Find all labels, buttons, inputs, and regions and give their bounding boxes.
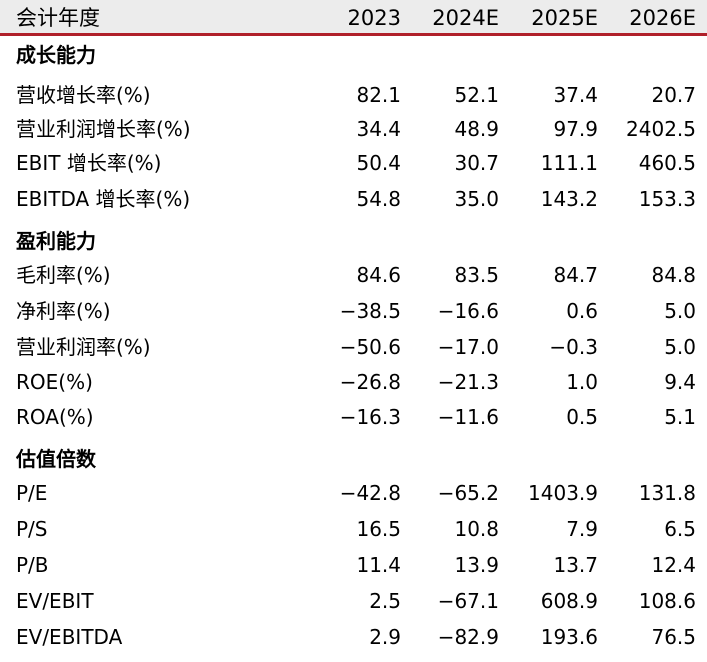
table-row: ROA(%) −16.3 −11.6 0.5 5.1 [0,399,707,435]
table-header: 会计年度 2023 2024E 2025E 2026E [0,0,707,36]
section-title-profitability: 盈利能力 [0,223,707,259]
row-label: ROA(%) [16,405,94,429]
row-value: 10.8 [454,517,499,541]
row-value: 5.0 [664,335,696,359]
table-row: P/B 11.4 13.9 13.7 12.4 [0,547,707,583]
row-label: 营业利润增长率(%) [16,117,191,141]
row-value: 5.1 [664,405,696,429]
table-row: EBITDA 增长率(%) 54.8 35.0 143.2 153.3 [0,181,707,217]
row-value: −16.3 [339,405,401,429]
table-row: EV/EBITDA 2.9 −82.9 193.6 76.5 [0,619,707,655]
row-value: 34.4 [356,117,401,141]
table-row: 营业利润率(%) −50.6 −17.0 −0.3 5.0 [0,329,707,365]
row-value: −42.8 [339,481,401,505]
row-value: −17.0 [437,335,499,359]
row-label: EBITDA 增长率(%) [16,187,191,211]
row-value: 460.5 [638,151,696,175]
row-value: 9.4 [664,370,696,394]
row-value: 16.5 [356,517,401,541]
table-row: P/E −42.8 −65.2 1403.9 131.8 [0,475,707,511]
row-value: 0.5 [566,405,598,429]
header-year-2024e: 2024E [432,6,499,30]
row-value: 84.6 [356,263,401,287]
row-value: 2.5 [369,589,401,613]
header-year-2023: 2023 [347,6,401,30]
table-row: P/S 16.5 10.8 7.9 6.5 [0,511,707,547]
row-value: 11.4 [356,553,401,577]
row-label: 营收增长率(%) [16,83,151,107]
row-label: 毛利率(%) [16,263,111,287]
section-title-growth: 成长能力 [0,37,707,73]
section-title-valuation: 估值倍数 [0,441,707,477]
row-value: 12.4 [651,553,696,577]
row-label: EBIT 增长率(%) [16,151,162,175]
row-value: 108.6 [638,589,696,613]
row-value: 143.2 [540,187,598,211]
row-value: −38.5 [339,299,401,323]
row-value: 0.6 [566,299,598,323]
row-value: −16.6 [437,299,499,323]
row-value: 7.9 [566,517,598,541]
row-value: 1403.9 [528,481,598,505]
row-value: 54.8 [356,187,401,211]
row-value: 50.4 [356,151,401,175]
row-value: 193.6 [540,625,598,649]
row-value: 111.1 [540,151,598,175]
section-title: 成长能力 [16,43,96,67]
row-value: 82.1 [356,83,401,107]
section-title: 估值倍数 [16,447,96,471]
table-row: 净利率(%) −38.5 −16.6 0.6 5.0 [0,293,707,329]
row-value: −26.8 [339,370,401,394]
row-value: −67.1 [437,589,499,613]
row-label: P/S [16,517,48,541]
table-row: ROE(%) −26.8 −21.3 1.0 9.4 [0,364,707,400]
section-title: 盈利能力 [16,229,96,253]
row-value: 76.5 [651,625,696,649]
row-value: −82.9 [437,625,499,649]
table-row: EV/EBIT 2.5 −67.1 608.9 108.6 [0,583,707,619]
row-value: 48.9 [454,117,499,141]
row-value: 1.0 [566,370,598,394]
row-label: ROE(%) [16,370,93,394]
header-year-2025e: 2025E [531,6,598,30]
row-value: −21.3 [437,370,499,394]
table-row: 毛利率(%) 84.6 83.5 84.7 84.8 [0,257,707,293]
row-label: EV/EBIT [16,589,94,613]
header-year-2026e: 2026E [629,6,696,30]
row-value: 13.9 [454,553,499,577]
row-value: 153.3 [638,187,696,211]
table-row: EBIT 增长率(%) 50.4 30.7 111.1 460.5 [0,145,707,181]
row-value: 84.8 [651,263,696,287]
row-label: EV/EBITDA [16,625,123,649]
row-value: 608.9 [540,589,598,613]
row-value: −0.3 [549,335,598,359]
row-value: 2.9 [369,625,401,649]
row-label: 营业利润率(%) [16,335,151,359]
row-value: 5.0 [664,299,696,323]
table-row: 营业利润增长率(%) 34.4 48.9 97.9 2402.5 [0,111,707,147]
row-value: −50.6 [339,335,401,359]
row-value: −65.2 [437,481,499,505]
row-label: P/E [16,481,48,505]
row-value: 13.7 [553,553,598,577]
row-value: 20.7 [651,83,696,107]
header-label: 会计年度 [16,6,100,30]
table-row: 营收增长率(%) 82.1 52.1 37.4 20.7 [0,77,707,113]
row-value: 84.7 [553,263,598,287]
row-value: −11.6 [437,405,499,429]
row-value: 30.7 [454,151,499,175]
row-value: 97.9 [553,117,598,141]
row-value: 2402.5 [626,117,696,141]
row-value: 131.8 [638,481,696,505]
row-label: P/B [16,553,49,577]
row-label: 净利率(%) [16,299,111,323]
row-value: 6.5 [664,517,696,541]
row-value: 52.1 [454,83,499,107]
row-value: 37.4 [553,83,598,107]
row-value: 35.0 [454,187,499,211]
row-value: 83.5 [454,263,499,287]
